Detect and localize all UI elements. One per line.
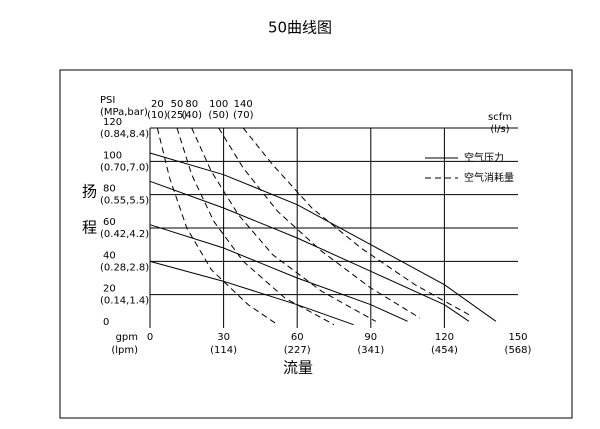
x-tick-sublabel: (568) bbox=[505, 345, 532, 356]
x-tick-sublabel: (341) bbox=[357, 345, 384, 356]
legend bbox=[418, 148, 510, 190]
y-tick-sublabel: (0.84,8.4) bbox=[100, 129, 149, 140]
y-tick-label: 80 bbox=[103, 184, 116, 195]
y-tick-label: 60 bbox=[103, 217, 116, 228]
y2-unit-sub: (l/s) bbox=[490, 124, 509, 135]
y-side-label: 扬 bbox=[82, 183, 97, 201]
air-pressure-curve bbox=[149, 224, 408, 322]
y-tick-label: 100 bbox=[103, 150, 122, 161]
curve-label: 100 bbox=[209, 99, 228, 110]
curve-sublabel: (40) bbox=[181, 110, 202, 121]
air-pressure-curve bbox=[149, 260, 354, 326]
y-tick-label: 0 bbox=[103, 317, 109, 328]
curve-label: 50 bbox=[171, 99, 184, 110]
air-consumption-curve bbox=[176, 127, 335, 326]
legend-label: 空气压力 bbox=[464, 151, 504, 164]
air-consumption-curve bbox=[191, 127, 376, 322]
x-tick-label: 120 bbox=[435, 332, 454, 343]
y-tick-sublabel: (0.42,4.2) bbox=[100, 229, 149, 240]
y-tick-sublabel: (0.55,5.5) bbox=[100, 196, 149, 207]
y-label: PSI bbox=[100, 95, 115, 106]
x-tick-sublabel: (114) bbox=[210, 345, 237, 356]
frame bbox=[59, 69, 573, 419]
x-tick-label: 60 bbox=[291, 332, 304, 343]
air-pressure-curve bbox=[149, 180, 470, 322]
x-tick-label: 90 bbox=[364, 332, 377, 343]
curve-label: 20 bbox=[151, 99, 164, 110]
y-tick-sublabel: (0.14,1.4) bbox=[100, 296, 149, 307]
air-consumption-curve bbox=[156, 127, 278, 326]
curve-sublabel: (70) bbox=[233, 110, 254, 121]
x-tick-sublabel: (227) bbox=[284, 345, 311, 356]
x-tick-label: 30 bbox=[217, 332, 230, 343]
x-tick-sublabel: (454) bbox=[431, 345, 458, 356]
y-tick-sublabel: (0.70,7.0) bbox=[100, 162, 149, 173]
curve-sublabel: (10) bbox=[147, 110, 168, 121]
y-tick-label: 40 bbox=[103, 250, 116, 261]
y-label-sub: (MPa,bar) bbox=[100, 107, 148, 118]
curve-sublabel: (25) bbox=[167, 110, 188, 121]
x-unit: gpm bbox=[116, 332, 138, 343]
y-tick-label: 20 bbox=[103, 284, 116, 295]
y-side-label: 程 bbox=[82, 219, 97, 237]
curve-label: 140 bbox=[234, 99, 253, 110]
y2-unit: scfm bbox=[488, 112, 512, 123]
air-consumption-curve bbox=[242, 127, 470, 316]
x-label: 流量 bbox=[283, 359, 313, 377]
x-tick-label: 150 bbox=[508, 332, 527, 343]
air-pressure-curve bbox=[149, 152, 497, 322]
x-tick-label: 0 bbox=[147, 332, 153, 343]
curve-label: 80 bbox=[185, 99, 198, 110]
y-tick-label: 120 bbox=[103, 117, 122, 128]
x-unit-sub: (lpm) bbox=[111, 345, 138, 356]
legend-label: 空气消耗量 bbox=[464, 171, 514, 184]
curve-sublabel: (50) bbox=[208, 110, 229, 121]
chart-title: 50曲线图 bbox=[268, 19, 332, 37]
air-consumption-curve bbox=[218, 127, 421, 319]
y-tick-sublabel: (0.28,2.8) bbox=[100, 262, 149, 273]
